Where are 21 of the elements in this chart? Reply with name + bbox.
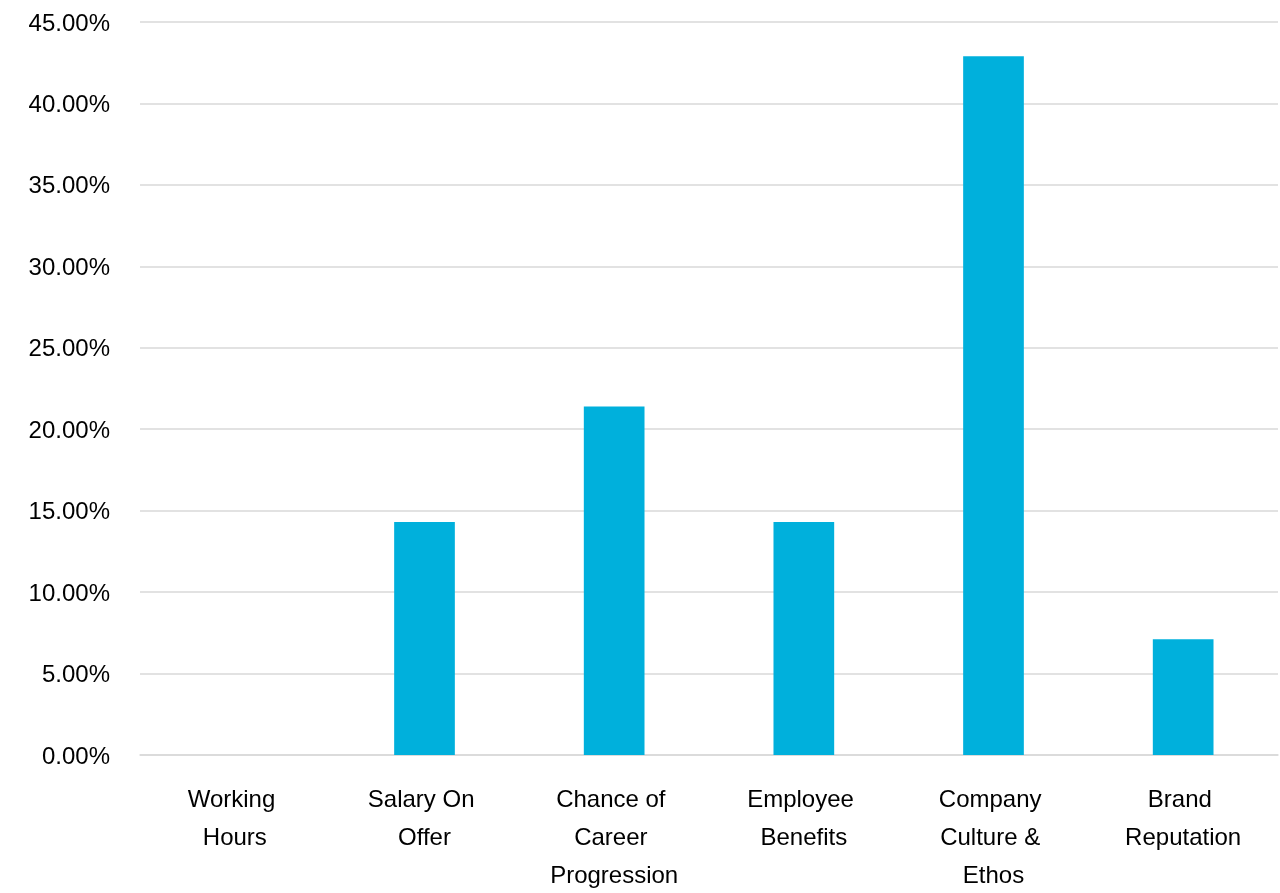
bar xyxy=(963,56,1024,755)
bar xyxy=(773,522,835,755)
bar xyxy=(1152,639,1214,755)
x-tick-label: Salary On Offer xyxy=(367,784,482,850)
y-tick-label: 5.00% xyxy=(41,660,110,688)
y-tick-label: 40.00% xyxy=(28,89,110,117)
x-tick-label: Chance of Career Progression xyxy=(550,784,679,888)
bar xyxy=(583,406,645,755)
y-tick-label: 25.00% xyxy=(28,334,110,362)
y-tick-label: 35.00% xyxy=(28,171,110,199)
bar xyxy=(394,522,455,755)
y-tick-label: 0.00% xyxy=(41,741,110,769)
x-tick-label: Employee Benefits xyxy=(747,784,861,850)
y-tick-label: 15.00% xyxy=(28,497,110,525)
x-tick-label: Company Culture & Ethos xyxy=(938,784,1049,888)
y-tick-label: 20.00% xyxy=(28,415,110,443)
x-tick-label: Brand Reputation xyxy=(1125,784,1242,850)
x-tick-label: Working Hours xyxy=(187,784,282,850)
y-tick-label: 45.00% xyxy=(28,8,110,36)
y-tick-label: 10.00% xyxy=(28,578,110,606)
y-tick-label: 30.00% xyxy=(28,252,110,280)
